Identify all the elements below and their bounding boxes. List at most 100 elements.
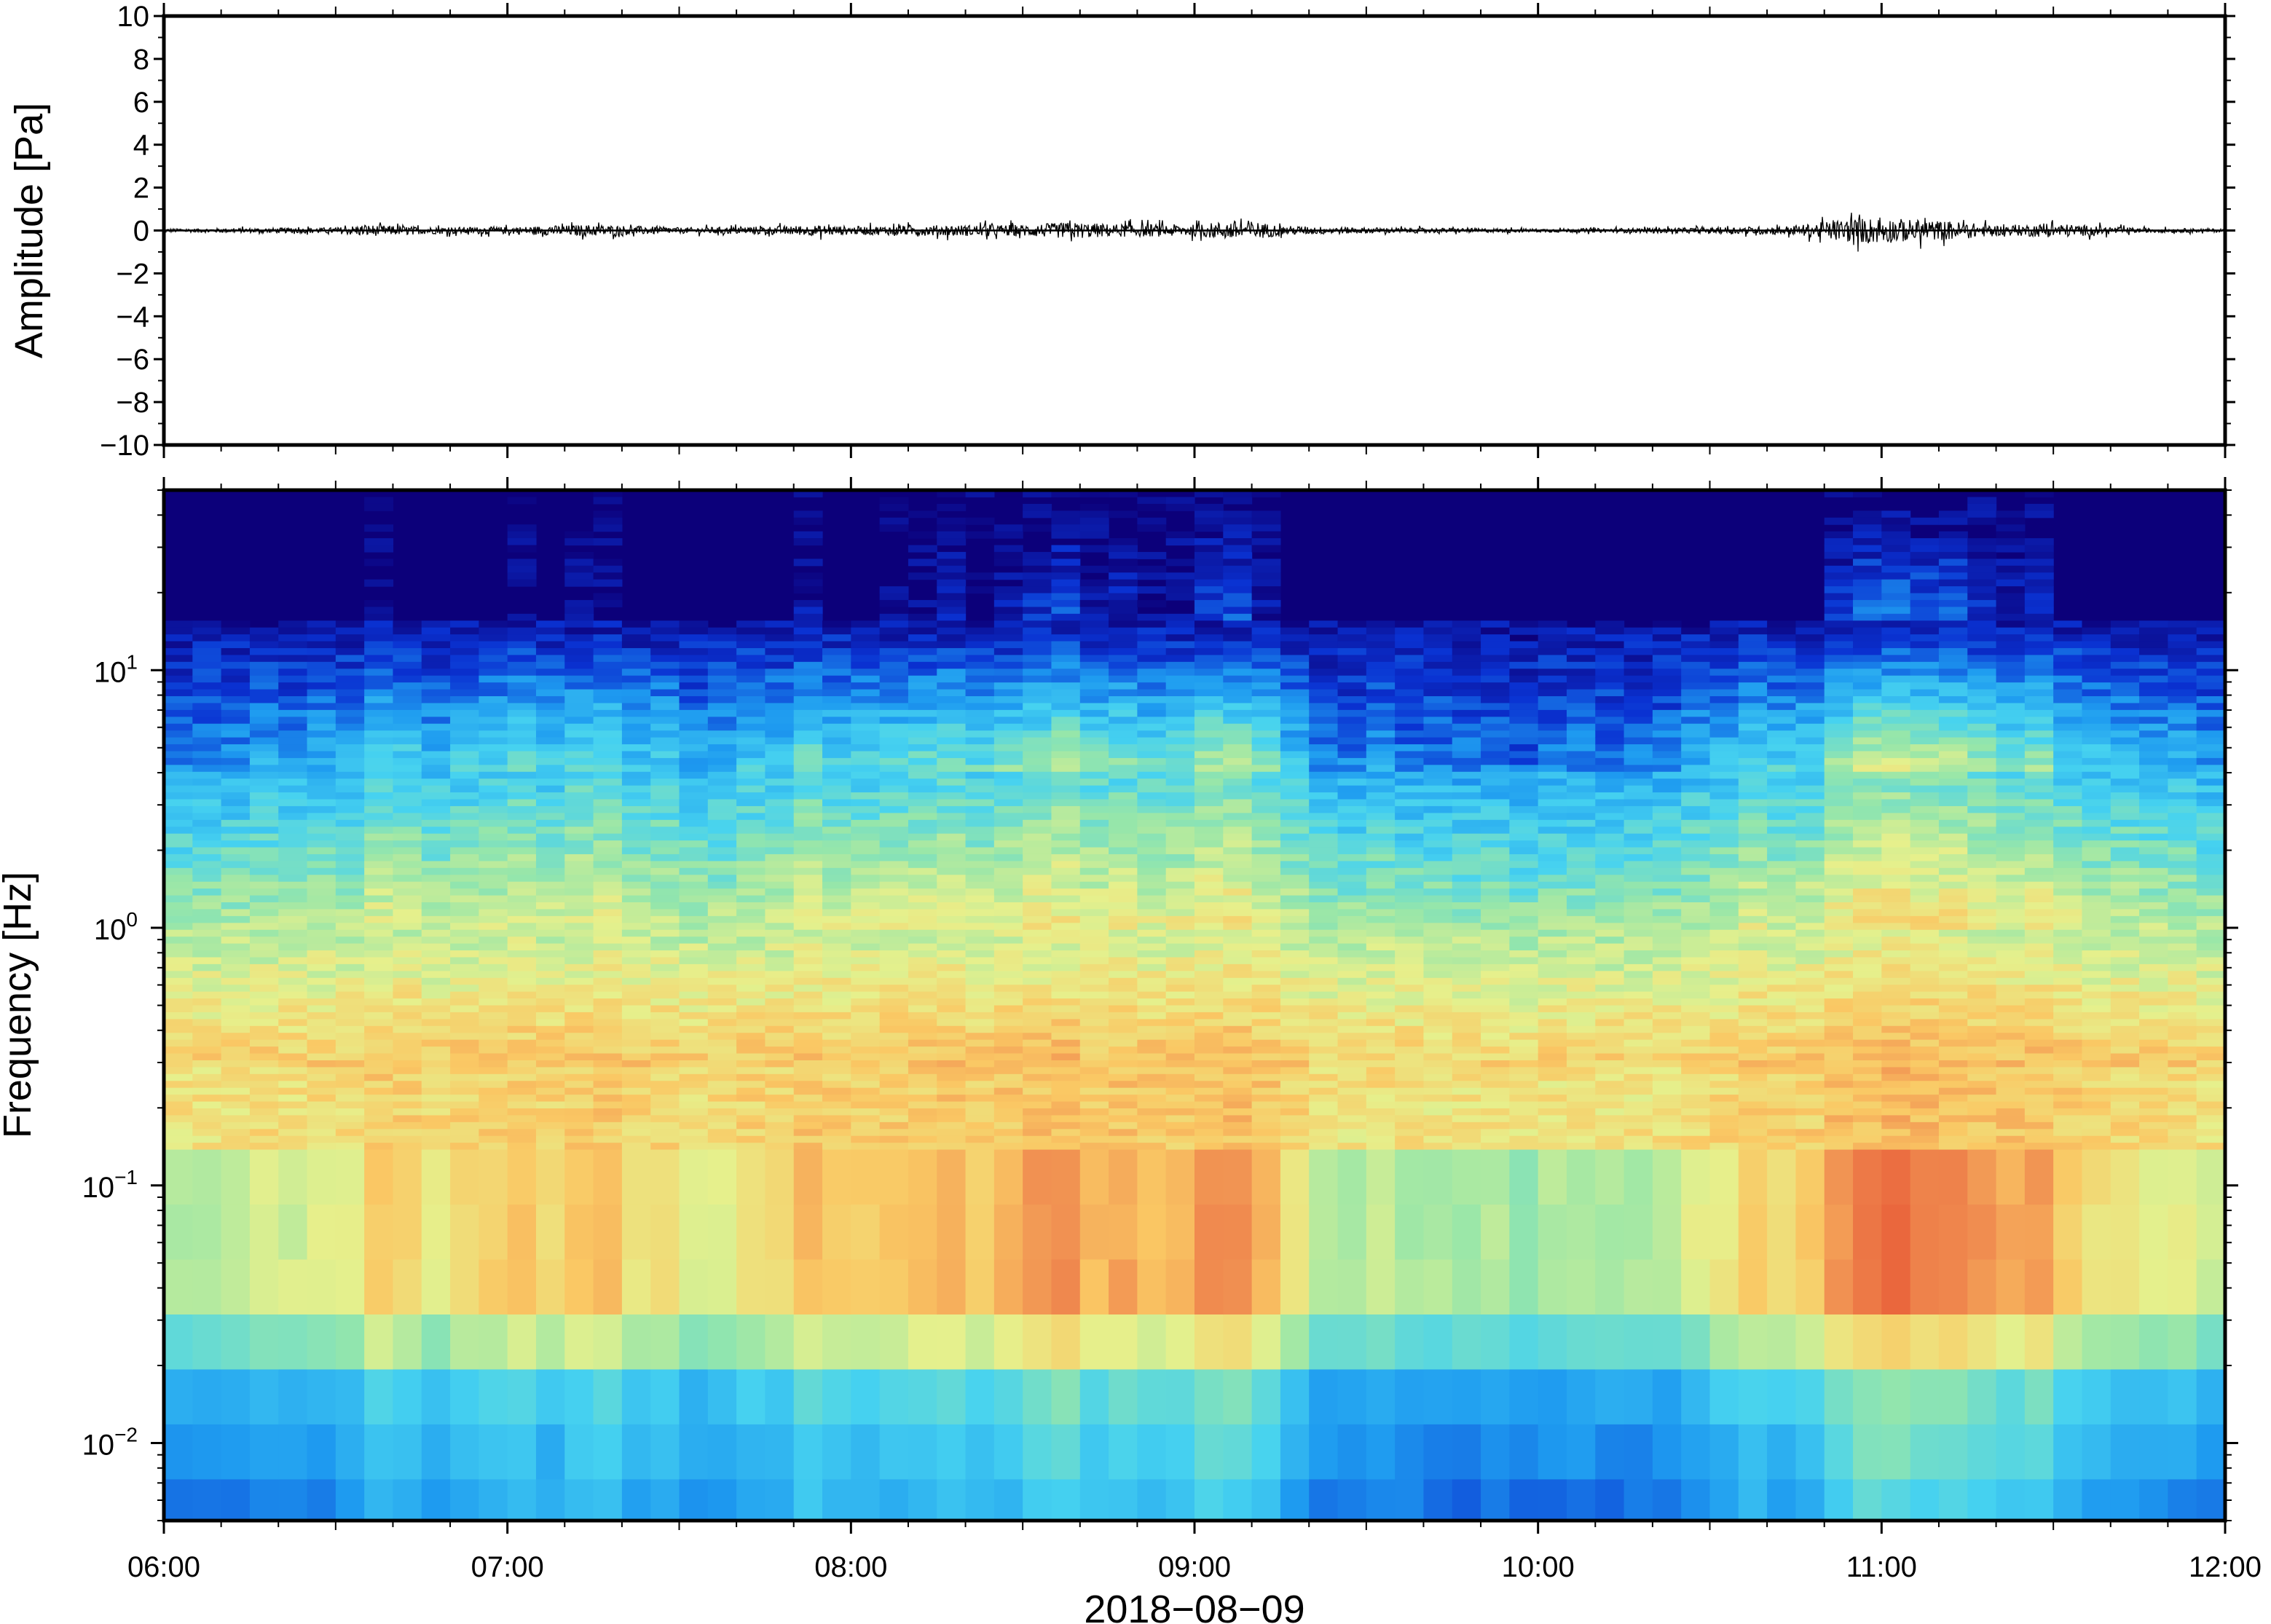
spectrogram-cell — [937, 971, 967, 979]
spectrogram-cell — [1652, 799, 1682, 807]
spectrogram-cell — [1509, 840, 1539, 848]
spectrogram-cell — [1137, 1122, 1167, 1130]
spectrogram-cell — [1566, 661, 1596, 669]
spectrogram-cell — [879, 895, 909, 903]
spectrogram-cell — [335, 647, 365, 655]
spectrogram-cell — [1652, 717, 1682, 725]
spectrogram-cell — [1079, 957, 1109, 965]
spectrogram-cell — [679, 1129, 709, 1137]
spectrogram-cell — [1423, 1095, 1453, 1103]
spectrogram-cell — [1023, 1115, 1052, 1123]
spectrogram-cell — [736, 840, 766, 848]
spectrogram-cell — [507, 1081, 537, 1089]
spectrogram-cell — [1109, 607, 1138, 615]
spectrogram-cell — [164, 895, 193, 903]
spectrogram-cell — [1366, 1067, 1396, 1075]
spectrogram-cell — [993, 647, 1023, 655]
spectrogram-cell — [1194, 1081, 1224, 1089]
spectrogram-cell — [535, 1205, 565, 1261]
spectrogram-cell — [335, 847, 365, 855]
spectrogram-cell — [1109, 661, 1138, 669]
spectrogram-cell — [679, 867, 709, 875]
spectrogram-cell — [1251, 833, 1281, 841]
spectrogram-cell — [937, 641, 967, 649]
spectrogram-cell — [1566, 1135, 1596, 1143]
spectrogram-cell — [1538, 785, 1567, 793]
spectrogram-cell — [1023, 1314, 1052, 1371]
spectrogram-cell — [621, 696, 651, 704]
spectrogram-cell — [421, 1101, 451, 1109]
spectrogram-cell — [421, 861, 451, 869]
spectrogram-cell — [765, 737, 795, 745]
spectrogram-cell — [1652, 1479, 1682, 1521]
spectrogram-cell — [1538, 771, 1567, 779]
spectrogram-cell — [1681, 1025, 1711, 1033]
spectrogram-cell — [593, 730, 623, 738]
spectrogram-cell — [1566, 1046, 1596, 1055]
spectrogram-cell — [1023, 779, 1052, 787]
spectrogram-cell — [1595, 703, 1625, 711]
spectrogram-cell — [1079, 888, 1109, 896]
spectrogram-cell — [507, 647, 537, 655]
spectrogram-cell — [1051, 909, 1081, 917]
spectrogram-cell — [593, 1053, 623, 1061]
spectrogram-cell — [1623, 1046, 1653, 1055]
spectrogram-cell — [1509, 929, 1539, 937]
spectrogram-cell — [507, 881, 537, 889]
spectrogram-cell — [1481, 1424, 1510, 1480]
spectrogram-cell — [1079, 661, 1109, 669]
spectrogram-cell — [335, 675, 365, 683]
spectrogram-cell — [1223, 977, 1253, 985]
spectrogram-cell — [1079, 730, 1109, 738]
spectrogram-cell — [736, 909, 766, 917]
spectrogram-cell — [164, 1095, 193, 1103]
spectrogram-cell — [650, 867, 680, 875]
spectrogram-cell — [593, 833, 623, 841]
spectrogram-cell — [1566, 929, 1596, 937]
spectrogram-cell — [1538, 1135, 1567, 1143]
spectrogram-cell — [1681, 627, 1711, 635]
spectrogram-cell — [249, 827, 279, 835]
spectrogram-cell — [364, 1424, 394, 1480]
spectrogram-cell — [1137, 1012, 1167, 1020]
spectrogram-cell — [1194, 751, 1224, 759]
spectrogram-cell — [1194, 559, 1224, 567]
spectrogram-cell — [479, 1073, 508, 1081]
spectrogram-cell — [1595, 915, 1625, 923]
spectrogram-cell — [1652, 950, 1682, 958]
spectrogram-cell — [937, 923, 967, 931]
spectrogram-cell — [1051, 675, 1081, 683]
spectrogram-cell — [1109, 1149, 1138, 1205]
spectrogram-cell — [793, 607, 823, 615]
spectrogram-cell — [1051, 751, 1081, 759]
spectrogram-cell — [1079, 737, 1109, 745]
spectrogram-cell — [1709, 1087, 1739, 1095]
spectrogram-cell — [335, 937, 365, 945]
spectrogram-cell — [1709, 827, 1739, 835]
spectrogram-cell — [1452, 1424, 1481, 1480]
spectrogram-cell — [479, 985, 508, 993]
spectrogram-cell — [507, 805, 537, 813]
spectrogram-cell — [221, 771, 251, 779]
spectrogram-cell — [1223, 517, 1253, 525]
spectrogram-cell — [278, 867, 308, 875]
spectrogram-cell — [1595, 833, 1625, 841]
spectrogram-cell — [621, 875, 651, 883]
spectrogram-cell — [1109, 881, 1138, 889]
spectrogram-cell — [507, 1053, 537, 1061]
spectrogram-cell — [1223, 709, 1253, 717]
spectrogram-cell — [1681, 1081, 1711, 1089]
spectrogram-cell — [1165, 1135, 1195, 1143]
spectrogram-cell — [421, 929, 451, 937]
spectrogram-cell — [307, 971, 336, 979]
spectrogram-cell — [307, 709, 336, 717]
spectrogram-cell — [1423, 1122, 1453, 1130]
spectrogram-cell — [307, 765, 336, 773]
spectrogram-cell — [1194, 689, 1224, 697]
spectrogram-cell — [192, 847, 222, 855]
spectrogram-cell — [1194, 1060, 1224, 1068]
spectrogram-cell — [965, 985, 995, 993]
spectrogram-cell — [1309, 963, 1339, 971]
spectrogram-cell — [564, 1129, 594, 1137]
spectrogram-cell — [965, 682, 995, 690]
